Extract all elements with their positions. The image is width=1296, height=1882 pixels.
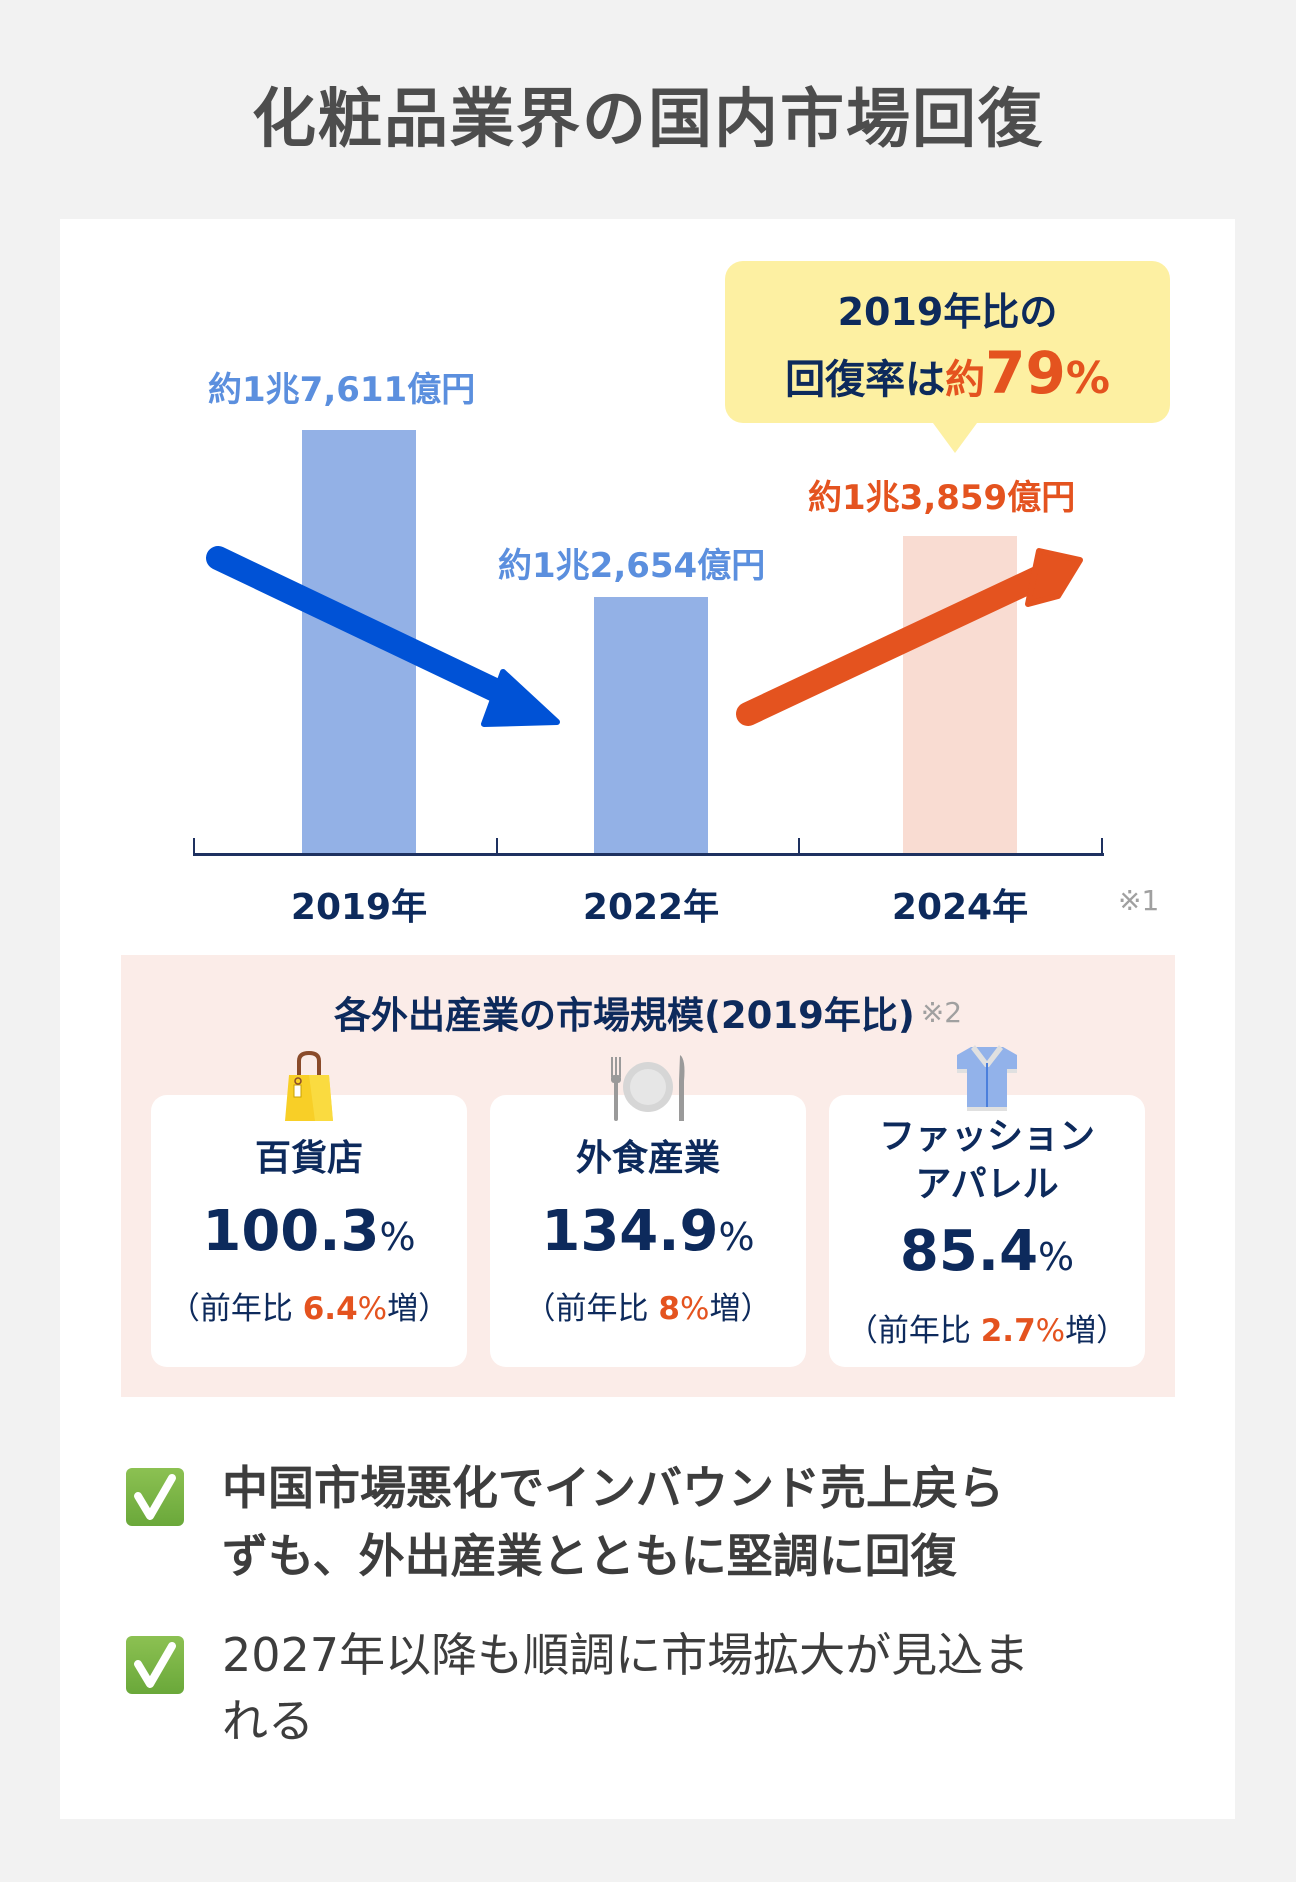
yoy-prefix: （前年比	[846, 1313, 981, 1349]
x-axis-tick	[1101, 838, 1103, 855]
stat-card-restaurant: 外食産業 134.9% （前年比 8%増）	[490, 1055, 806, 1367]
footnote-2: ※2	[920, 996, 963, 1029]
bar-label-2022: 約1兆2,654億円	[498, 546, 766, 586]
stat-value: 85.4%	[829, 1219, 1145, 1284]
stat-value-pct: %	[1038, 1235, 1075, 1279]
stat-yoy: （前年比 6.4%増）	[151, 1283, 467, 1328]
x-axis-tick	[496, 838, 498, 855]
shirt-icon	[957, 1045, 1017, 1111]
x-axis	[193, 853, 1104, 856]
panel-title: 各外出産業の市場規模(2019年比) ※2	[121, 985, 1175, 1039]
stat-value-number: 85.4	[899, 1219, 1039, 1284]
x-label-2022: 2022年	[582, 887, 720, 928]
check-mark-icon	[126, 1636, 184, 1694]
panel-title-text: 各外出産業の市場規模(2019年比)	[333, 994, 915, 1037]
callout-about: 約	[945, 357, 986, 403]
bar-label-2019: 約1兆7,611億円	[208, 370, 476, 410]
bar-label-2024: 約1兆3,859億円	[808, 478, 1076, 518]
bar-2022	[594, 597, 708, 853]
up-arrow-icon	[736, 548, 1083, 726]
bullet-text: 2027年以降も順調に市場拡大が見込ま れる	[222, 1622, 1182, 1754]
yoy-prefix: （前年比	[524, 1291, 659, 1327]
yoy-suffix: 増）	[387, 1291, 450, 1327]
yoy-pct: %	[1035, 1313, 1066, 1349]
stat-value: 100.3%	[151, 1199, 467, 1264]
stat-yoy: （前年比 2.7%増）	[829, 1305, 1145, 1350]
bullet-line1: 中国市場悪化でインバウンド売上戻ら	[222, 1461, 1004, 1515]
callout-value: 79	[985, 339, 1066, 407]
page-title: 化粧品業界の国内市場回復	[252, 83, 1044, 157]
x-axis-tick	[193, 838, 195, 855]
down-arrow-icon	[206, 546, 560, 727]
shopping-bag-icon	[285, 1051, 333, 1121]
stat-name: 外食産業	[575, 1138, 720, 1179]
x-label-2024: 2024年	[891, 887, 1029, 928]
stat-value-number: 100.3	[202, 1199, 380, 1264]
bullet-line1: 2027年以降も順調に市場拡大が見込ま	[222, 1628, 1030, 1682]
x-axis-tick	[798, 838, 800, 855]
callout-prefix: 回復率は	[785, 357, 946, 403]
trend-arrows	[206, 546, 1083, 727]
bullet-line2: れる	[222, 1694, 314, 1748]
stat-yoy: （前年比 8%増）	[490, 1283, 806, 1328]
yoy-suffix: 増）	[709, 1291, 772, 1327]
footnote-1: ※1	[1118, 884, 1160, 917]
stat-name-line1: ファッション	[878, 1116, 1095, 1157]
callout-line1: 2019年比の	[837, 290, 1058, 334]
stat-card-fashion: ファッション アパレル 85.4% （前年比 2.7%増）	[829, 1045, 1145, 1367]
bullet-line2: ずも、外出産業とともに堅調に回復	[222, 1529, 957, 1583]
stat-name-line2: アパレル	[915, 1164, 1059, 1205]
callout-pct: %	[1065, 353, 1110, 404]
recovery-rate-callout: 2019年比の 回復率は約79%	[725, 261, 1170, 453]
check-mark-icon	[126, 1468, 184, 1526]
stat-name: 百貨店	[254, 1138, 363, 1179]
yoy-pct: %	[357, 1291, 388, 1327]
callout-line2: 回復率は約79%	[725, 339, 1170, 407]
bullet-item-1: 中国市場悪化でインバウンド売上戻ら ずも、外出産業とともに堅調に回復	[122, 1461, 1182, 1602]
outing-industries-panel: 各外出産業の市場規模(2019年比) ※2 百貨店 100.3% （前年比 6.4…	[121, 955, 1175, 1397]
bullet-item-2: 2027年以降も順調に市場拡大が見込ま れる	[122, 1628, 1182, 1772]
plate-cutlery-icon	[611, 1055, 685, 1121]
stat-value: 134.9%	[490, 1199, 806, 1264]
stat-value-pct: %	[718, 1215, 755, 1259]
yoy-value: 8	[658, 1291, 680, 1327]
yoy-pct: %	[679, 1291, 710, 1327]
yoy-value: 6.4	[302, 1291, 358, 1327]
yoy-prefix: （前年比	[168, 1291, 303, 1327]
x-label-2019: 2019年	[290, 887, 428, 928]
yoy-suffix: 増）	[1065, 1313, 1128, 1349]
stat-value-number: 134.9	[541, 1199, 719, 1264]
yoy-value: 2.7	[980, 1313, 1036, 1349]
bullet-text: 中国市場悪化でインバウンド売上戻ら ずも、外出産業とともに堅調に回復	[222, 1454, 1182, 1590]
stat-value-pct: %	[379, 1215, 416, 1259]
stat-card-department-store: 百貨店 100.3% （前年比 6.4%増）	[151, 1051, 467, 1367]
